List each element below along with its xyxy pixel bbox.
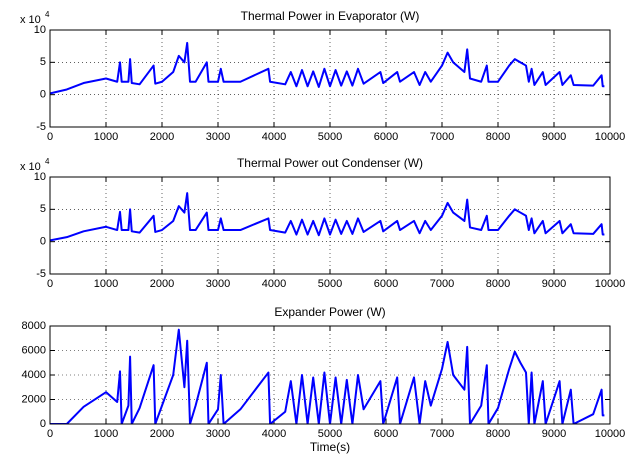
x-tick-label: 5000 <box>318 278 342 290</box>
chart-title: Expander Power (W) <box>274 305 385 319</box>
y-tick-label: 5 <box>40 56 46 68</box>
y-tick-label: 8000 <box>22 320 46 332</box>
x-tick-label: 8000 <box>486 428 510 440</box>
data-line <box>50 328 605 424</box>
x-tick-label: 5000 <box>318 428 342 440</box>
y-multiplier-exponent: 4 <box>45 157 50 166</box>
y-multiplier: x 10 <box>20 14 41 26</box>
x-tick-label: 7000 <box>430 278 454 290</box>
y-tick-label: 10 <box>34 171 46 183</box>
y-tick-label: 0 <box>40 236 46 248</box>
x-tick-label: 5000 <box>318 131 342 143</box>
x-tick-label: 4000 <box>262 278 286 290</box>
x-tick-label: 2000 <box>150 428 174 440</box>
y-tick-label: 0 <box>40 89 46 101</box>
x-tick-label: 4000 <box>262 428 286 440</box>
x-tick-label: 7000 <box>430 131 454 143</box>
y-tick-label: -5 <box>36 121 46 133</box>
x-tick-label: 6000 <box>374 278 398 290</box>
x-tick-label: 9000 <box>542 278 566 290</box>
x-tick-label: 7000 <box>430 428 454 440</box>
plot-frame <box>49 325 611 425</box>
x-tick-label: 4000 <box>262 131 286 143</box>
y-tick-label: 4000 <box>22 369 46 381</box>
x-tick-label: 0 <box>47 428 53 440</box>
plot-frame <box>49 176 611 275</box>
x-axis-label: Time(s) <box>310 440 350 454</box>
x-tick-label: 0 <box>47 278 53 290</box>
x-tick-label: 6000 <box>374 131 398 143</box>
plot-frame <box>49 29 611 128</box>
y-tick-label: 2000 <box>22 393 46 405</box>
x-tick-label: 9000 <box>542 428 566 440</box>
x-tick-label: 1000 <box>94 131 118 143</box>
y-tick-label: 6000 <box>22 344 46 356</box>
x-tick-label: 3000 <box>206 131 230 143</box>
x-tick-label: 6000 <box>374 428 398 440</box>
y-tick-label: -5 <box>36 268 46 280</box>
x-tick-label: 8000 <box>486 278 510 290</box>
x-tick-label: 10000 <box>595 131 626 143</box>
chart-title: Thermal Power in Evaporator (W) <box>241 9 420 23</box>
x-tick-label: 3000 <box>206 428 230 440</box>
chart-title: Thermal Power out Condenser (W) <box>237 156 423 170</box>
y-multiplier-exponent: 4 <box>45 10 50 19</box>
x-tick-label: 2000 <box>150 278 174 290</box>
x-tick-label: 0 <box>47 131 53 143</box>
y-tick-label: 5 <box>40 203 46 215</box>
x-tick-label: 10000 <box>595 428 626 440</box>
x-tick-label: 9000 <box>542 131 566 143</box>
x-tick-label: 10000 <box>595 278 626 290</box>
data-line <box>50 41 605 95</box>
y-tick-label: 0 <box>40 418 46 430</box>
x-tick-label: 8000 <box>486 131 510 143</box>
x-tick-label: 1000 <box>94 428 118 440</box>
y-tick-label: 10 <box>34 24 46 36</box>
x-tick-label: 3000 <box>206 278 230 290</box>
y-multiplier: x 10 <box>20 161 41 173</box>
data-line <box>50 192 605 242</box>
x-tick-label: 1000 <box>94 278 118 290</box>
x-tick-label: 2000 <box>150 131 174 143</box>
